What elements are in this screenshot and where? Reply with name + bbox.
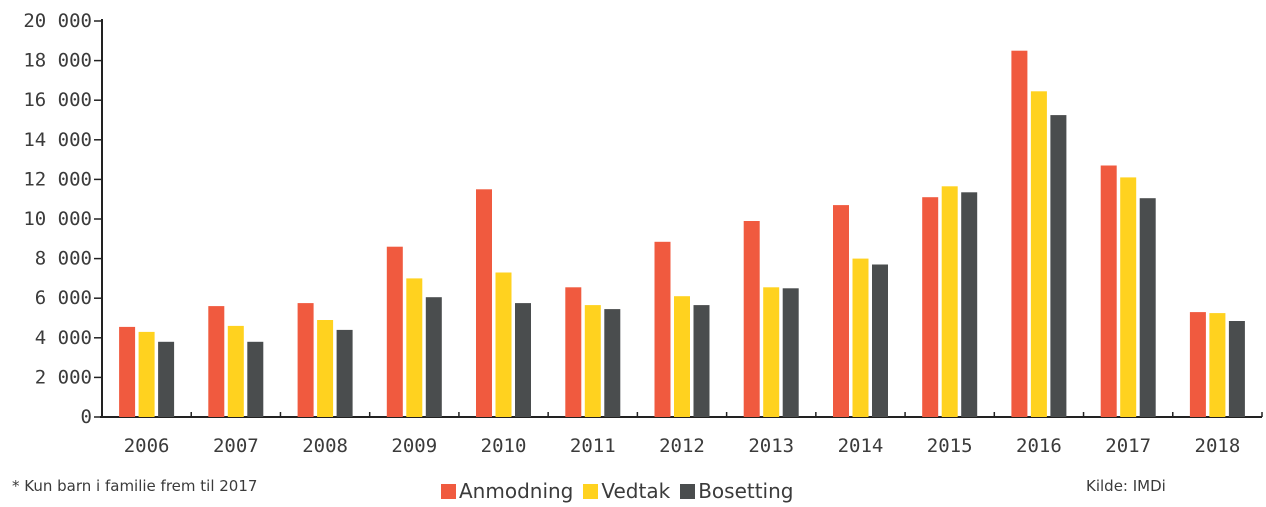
bar-vedtak-2012: [674, 296, 690, 417]
bar-anmodning-2008: [297, 303, 314, 417]
x-tick-label: 2008: [302, 435, 348, 457]
bar-bosetting-2008: [336, 329, 353, 417]
y-tick-label: 10 000: [23, 208, 92, 230]
bar-vedtak-2006: [138, 331, 155, 417]
x-tick-label: 2011: [570, 435, 616, 457]
legend-swatch-bosetting: [680, 483, 696, 499]
bar-anmodning-2007: [208, 306, 225, 417]
bar-bosetting-2006: [158, 341, 175, 417]
x-tick-label: 2017: [1105, 435, 1151, 457]
bar-anmodning-2010: [476, 189, 492, 417]
bar-bosetting-2014: [872, 264, 888, 417]
bar-bosetting-2007: [247, 341, 264, 417]
x-tick-label: 2015: [927, 435, 973, 457]
bar-bosetting-2015: [961, 192, 978, 417]
bar-bosetting-2010: [515, 303, 531, 417]
bar-vedtak-2008: [317, 320, 334, 417]
legend-label: Vedtak: [601, 479, 671, 503]
bar-anmodning-2015: [922, 197, 939, 417]
x-tick-label: 2009: [391, 435, 437, 457]
bar-bosetting-2011: [604, 309, 621, 417]
bar-vedtak-2010: [495, 272, 512, 417]
bar-vedtak-2013: [763, 287, 780, 417]
legend-item-bosetting: Bosetting: [680, 479, 793, 503]
legend-swatch-anmodning: [441, 483, 456, 499]
bar-vedtak-2015: [941, 186, 958, 417]
y-tick-label: 20 000: [23, 10, 92, 32]
legend-swatch-vedtak: [583, 483, 599, 499]
source-note: Kilde: IMDi: [1086, 477, 1166, 495]
x-tick-label: 2013: [748, 435, 794, 457]
bar-anmodning-2014: [833, 205, 849, 417]
y-tick-label: 8 000: [35, 248, 92, 270]
bar-anmodning-2011: [565, 287, 582, 417]
bar-anmodning-2017: [1100, 165, 1117, 417]
bar-vedtak-2007: [227, 325, 244, 417]
bar-bosetting-2018: [1228, 321, 1245, 417]
bar-bosetting-2016: [1050, 115, 1067, 417]
bar-vedtak-2011: [584, 305, 601, 417]
bar-anmodning-2013: [743, 221, 760, 417]
x-tick-label: 2014: [838, 435, 884, 457]
y-tick-label: 4 000: [35, 327, 92, 349]
x-tick-label: 2012: [659, 435, 705, 457]
x-tick-label: 2016: [1016, 435, 1062, 457]
bar-vedtak-2016: [1030, 91, 1047, 418]
bar-bosetting-2009: [425, 297, 442, 417]
bar-anmodning-2012: [654, 241, 671, 417]
y-tick-label: 2 000: [35, 366, 92, 388]
bar-anmodning-2006: [119, 326, 136, 417]
bar-anmodning-2018: [1189, 312, 1206, 417]
bar-vedtak-2014: [852, 258, 869, 417]
legend-item-vedtak: Vedtak: [583, 479, 670, 503]
bar-bosetting-2012: [693, 305, 710, 417]
y-tick-label: 6 000: [35, 287, 92, 309]
bar-bosetting-2017: [1139, 198, 1156, 417]
chart-legend: Anmodning Vedtak Bosetting: [441, 479, 803, 503]
legend-label: Bosetting: [698, 479, 794, 503]
bar-vedtak-2017: [1120, 177, 1137, 417]
y-tick-label: 12 000: [23, 168, 92, 190]
x-tick-label: 2006: [124, 435, 170, 457]
bar-anmodning-2009: [386, 246, 403, 417]
x-tick-label: 2018: [1195, 435, 1241, 457]
y-tick-label: 14 000: [23, 129, 92, 151]
x-tick-label: 2010: [481, 435, 527, 457]
bar-bosetting-2013: [782, 288, 799, 417]
bar-vedtak-2018: [1209, 313, 1226, 417]
legend-item-anmodning: Anmodning: [441, 479, 573, 503]
bar-anmodning-2016: [1011, 50, 1028, 417]
y-tick-label: 16 000: [23, 89, 92, 111]
x-tick-label: 2007: [213, 435, 259, 457]
bar-vedtak-2009: [406, 278, 423, 417]
footnote: * Kun barn i familie frem til 2017: [12, 477, 258, 495]
bar-chart: 0 2 000 4 000 6 000 8 000 10 000 12 000 14 000 1…: [23, 10, 1263, 457]
y-tick-label: 0: [81, 406, 92, 428]
y-tick-label: 18 000: [23, 50, 92, 72]
legend-label: Anmodning: [459, 479, 574, 503]
